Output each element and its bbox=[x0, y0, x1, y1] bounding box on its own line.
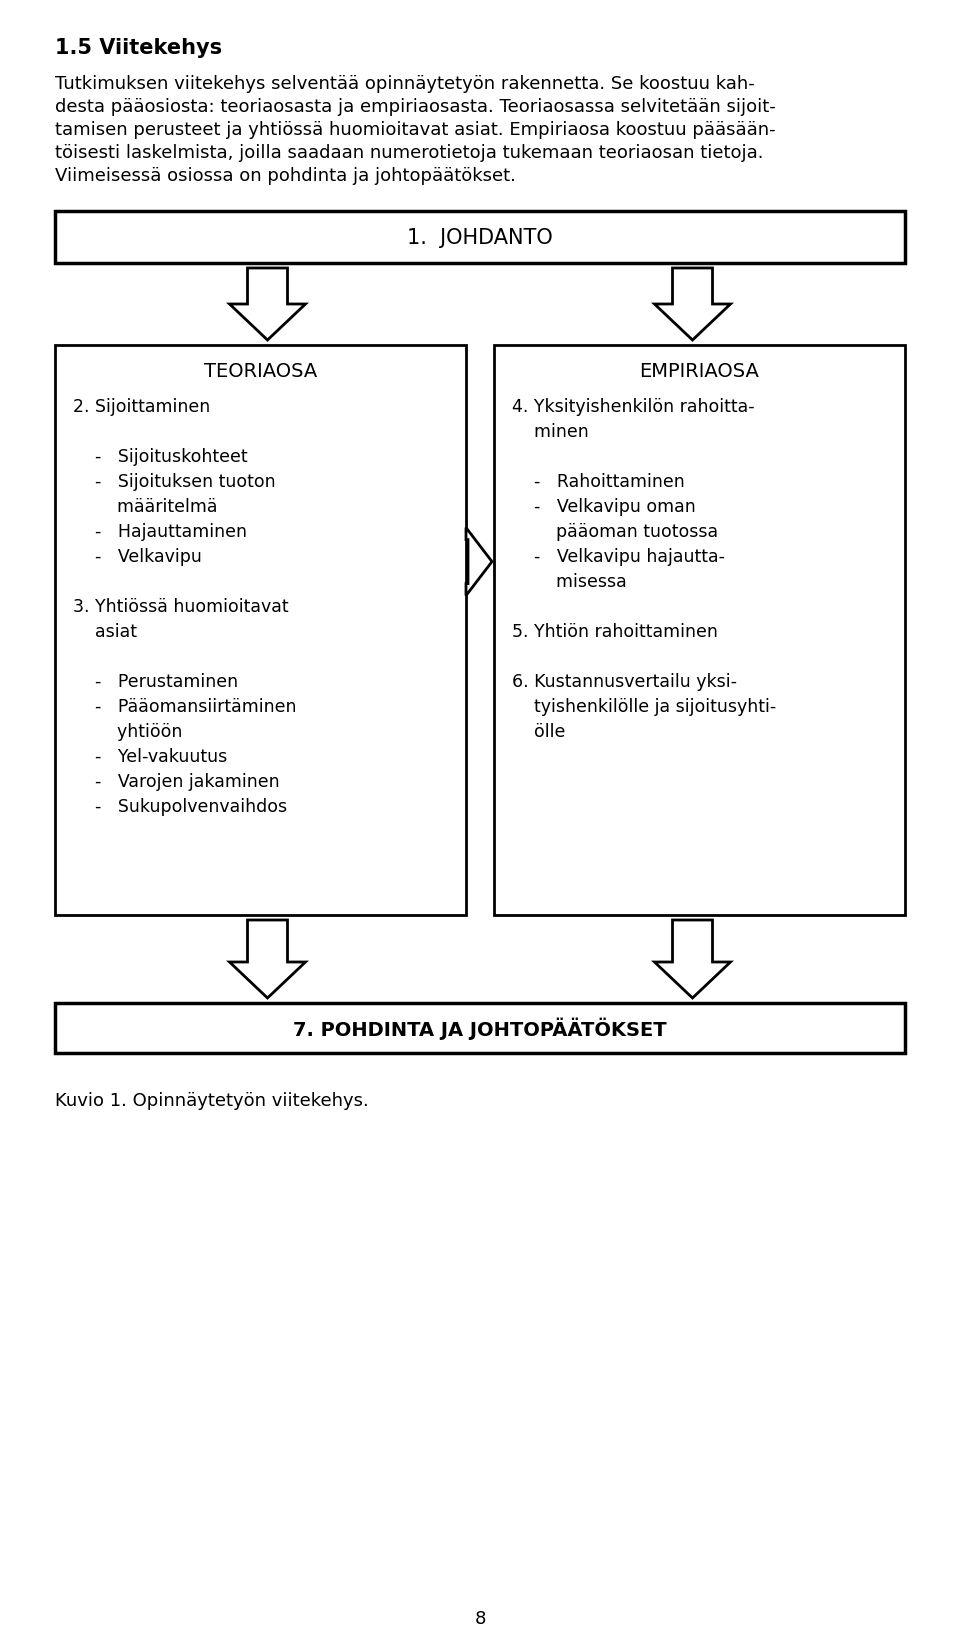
Text: 1.5 Viitekehys: 1.5 Viitekehys bbox=[55, 38, 222, 59]
Text: Viimeisessä osiossa on pohdinta ja johtopäätökset.: Viimeisessä osiossa on pohdinta ja johto… bbox=[55, 166, 516, 184]
Text: 2. Sijoittaminen

    -   Sijoituskohteet
    -   Sijoituksen tuoton
        mää: 2. Sijoittaminen - Sijoituskohteet - Sij… bbox=[73, 398, 297, 816]
Text: 7. POHDINTA JA JOHTOPÄÄTÖKSET: 7. POHDINTA JA JOHTOPÄÄTÖKSET bbox=[293, 1017, 667, 1040]
Text: Tutkimuksen viitekehys selventää opinnäytetyön rakennetta. Se koostuu kah-: Tutkimuksen viitekehys selventää opinnäy… bbox=[55, 75, 755, 93]
FancyBboxPatch shape bbox=[55, 346, 466, 916]
Text: tamisen perusteet ja yhtiössä huomioitavat asiat. Empiriaosa koostuu pääsään-: tamisen perusteet ja yhtiössä huomioitav… bbox=[55, 121, 776, 139]
Text: töisesti laskelmista, joilla saadaan numerotietoja tukemaan teoriaosan tietoja.: töisesti laskelmista, joilla saadaan num… bbox=[55, 144, 763, 162]
FancyBboxPatch shape bbox=[494, 346, 905, 916]
Polygon shape bbox=[655, 269, 731, 341]
Polygon shape bbox=[229, 920, 305, 999]
FancyBboxPatch shape bbox=[55, 212, 905, 264]
Polygon shape bbox=[229, 269, 305, 341]
Polygon shape bbox=[655, 920, 731, 999]
FancyBboxPatch shape bbox=[55, 1004, 905, 1053]
Text: 8: 8 bbox=[474, 1609, 486, 1627]
Text: EMPIRIAOSA: EMPIRIAOSA bbox=[639, 362, 759, 380]
Text: 1.  JOHDANTO: 1. JOHDANTO bbox=[407, 228, 553, 248]
Polygon shape bbox=[466, 529, 492, 596]
Text: Kuvio 1. Opinnäytetyön viitekehys.: Kuvio 1. Opinnäytetyön viitekehys. bbox=[55, 1092, 369, 1110]
Text: desta pääosiosta: teoriaosasta ja empiriaosasta. Teoriaosassa selvitetään sijoit: desta pääosiosta: teoriaosasta ja empiri… bbox=[55, 98, 776, 116]
Text: TEORIAOSA: TEORIAOSA bbox=[204, 362, 317, 380]
Text: 4. Yksityishenkilön rahoitta-
    minen

    -   Rahoittaminen
    -   Velkavipu: 4. Yksityishenkilön rahoitta- minen - Ra… bbox=[512, 398, 777, 741]
